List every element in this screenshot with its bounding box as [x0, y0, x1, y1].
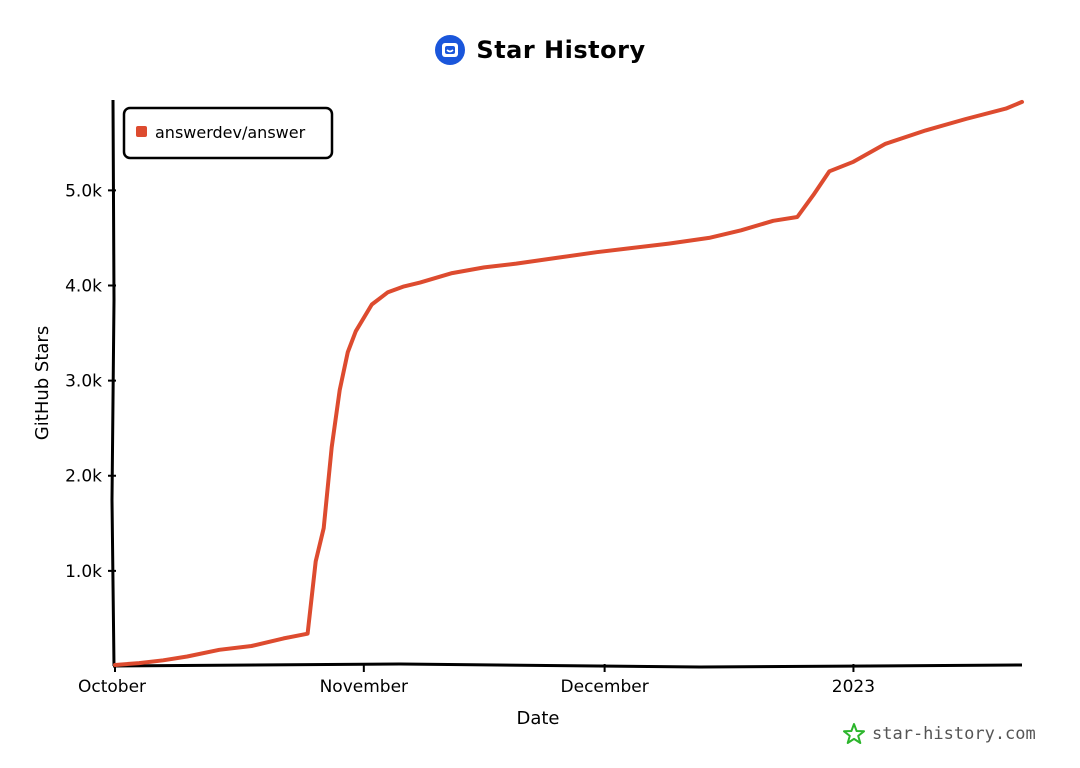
x-tick-label: 2023	[832, 677, 875, 697]
x-tick-label: November	[320, 677, 408, 697]
watermark[interactable]: star-history.com	[842, 722, 1036, 746]
y-tick-label: 4.0k	[65, 276, 102, 296]
x-axis-line	[112, 662, 1023, 669]
legend-swatch	[136, 126, 147, 137]
legend: answerdev/answer	[122, 106, 334, 160]
y-axis-line	[110, 99, 116, 667]
watermark-text: star-history.com	[872, 724, 1036, 744]
x-tick-label: December	[561, 677, 649, 697]
y-tick-label: 2.0k	[65, 467, 102, 487]
star-icon	[843, 723, 865, 744]
x-axis	[112, 662, 1023, 669]
y-tick-label: 1.0k	[65, 562, 102, 582]
chart-title: Star History	[476, 36, 646, 64]
star-history-logo-icon	[435, 35, 466, 65]
series-line-0	[113, 99, 1024, 667]
chart-header: Star History	[0, 30, 1080, 70]
x-tick-label: October	[78, 677, 146, 697]
y-tick-label: 3.0k	[65, 372, 102, 392]
y-axis	[110, 99, 116, 667]
legend-label: answerdev/answer	[155, 123, 306, 142]
y-axis-label: GitHub Stars	[32, 326, 53, 440]
y-tick-label: 5.0k	[65, 181, 102, 201]
legend-box	[122, 106, 334, 160]
x-axis-label: Date	[516, 708, 559, 729]
